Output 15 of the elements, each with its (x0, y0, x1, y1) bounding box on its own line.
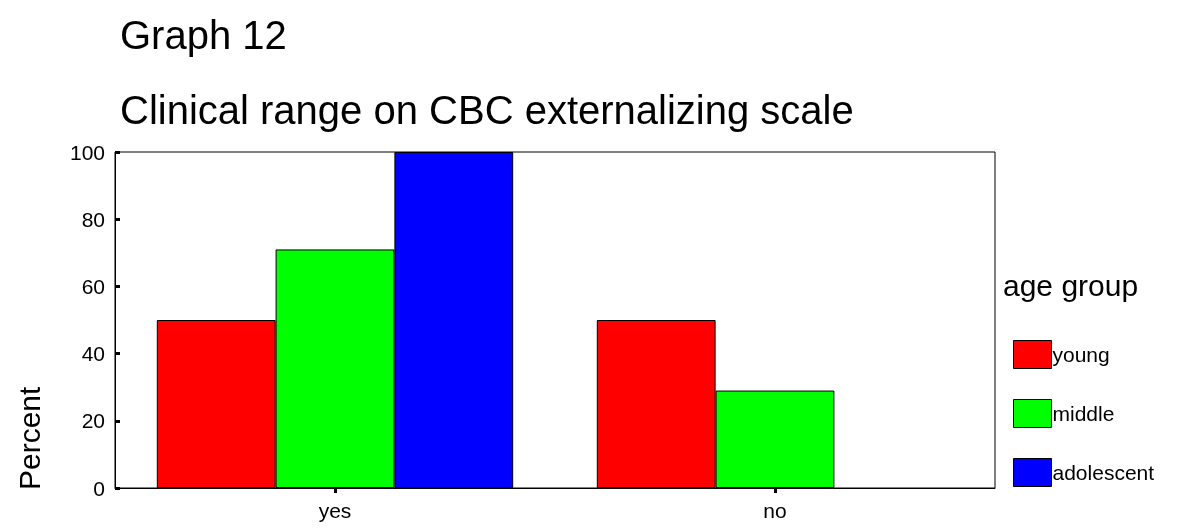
y-tick-label: 40 (81, 342, 105, 366)
x-tick-label: yes (318, 499, 352, 522)
chart-title: Graph 12 (120, 13, 287, 57)
y-tick-label: 60 (81, 274, 105, 298)
legend-label: young (1052, 343, 1110, 366)
legend-label: adolescent (1052, 461, 1155, 484)
legend-label: middle (1052, 402, 1115, 425)
chart-subtitle: Clinical range on CBC externalizing scale (120, 88, 854, 132)
y-tick-label: 80 (81, 207, 105, 231)
y-tick-label: 100 (69, 140, 105, 164)
x-tick-label: no (763, 499, 787, 522)
y-axis-title: Percent (12, 385, 46, 490)
legend-title: age group (1003, 268, 1139, 302)
y-tick-label: 0 (93, 476, 105, 500)
y-tick-label: 20 (81, 409, 105, 433)
